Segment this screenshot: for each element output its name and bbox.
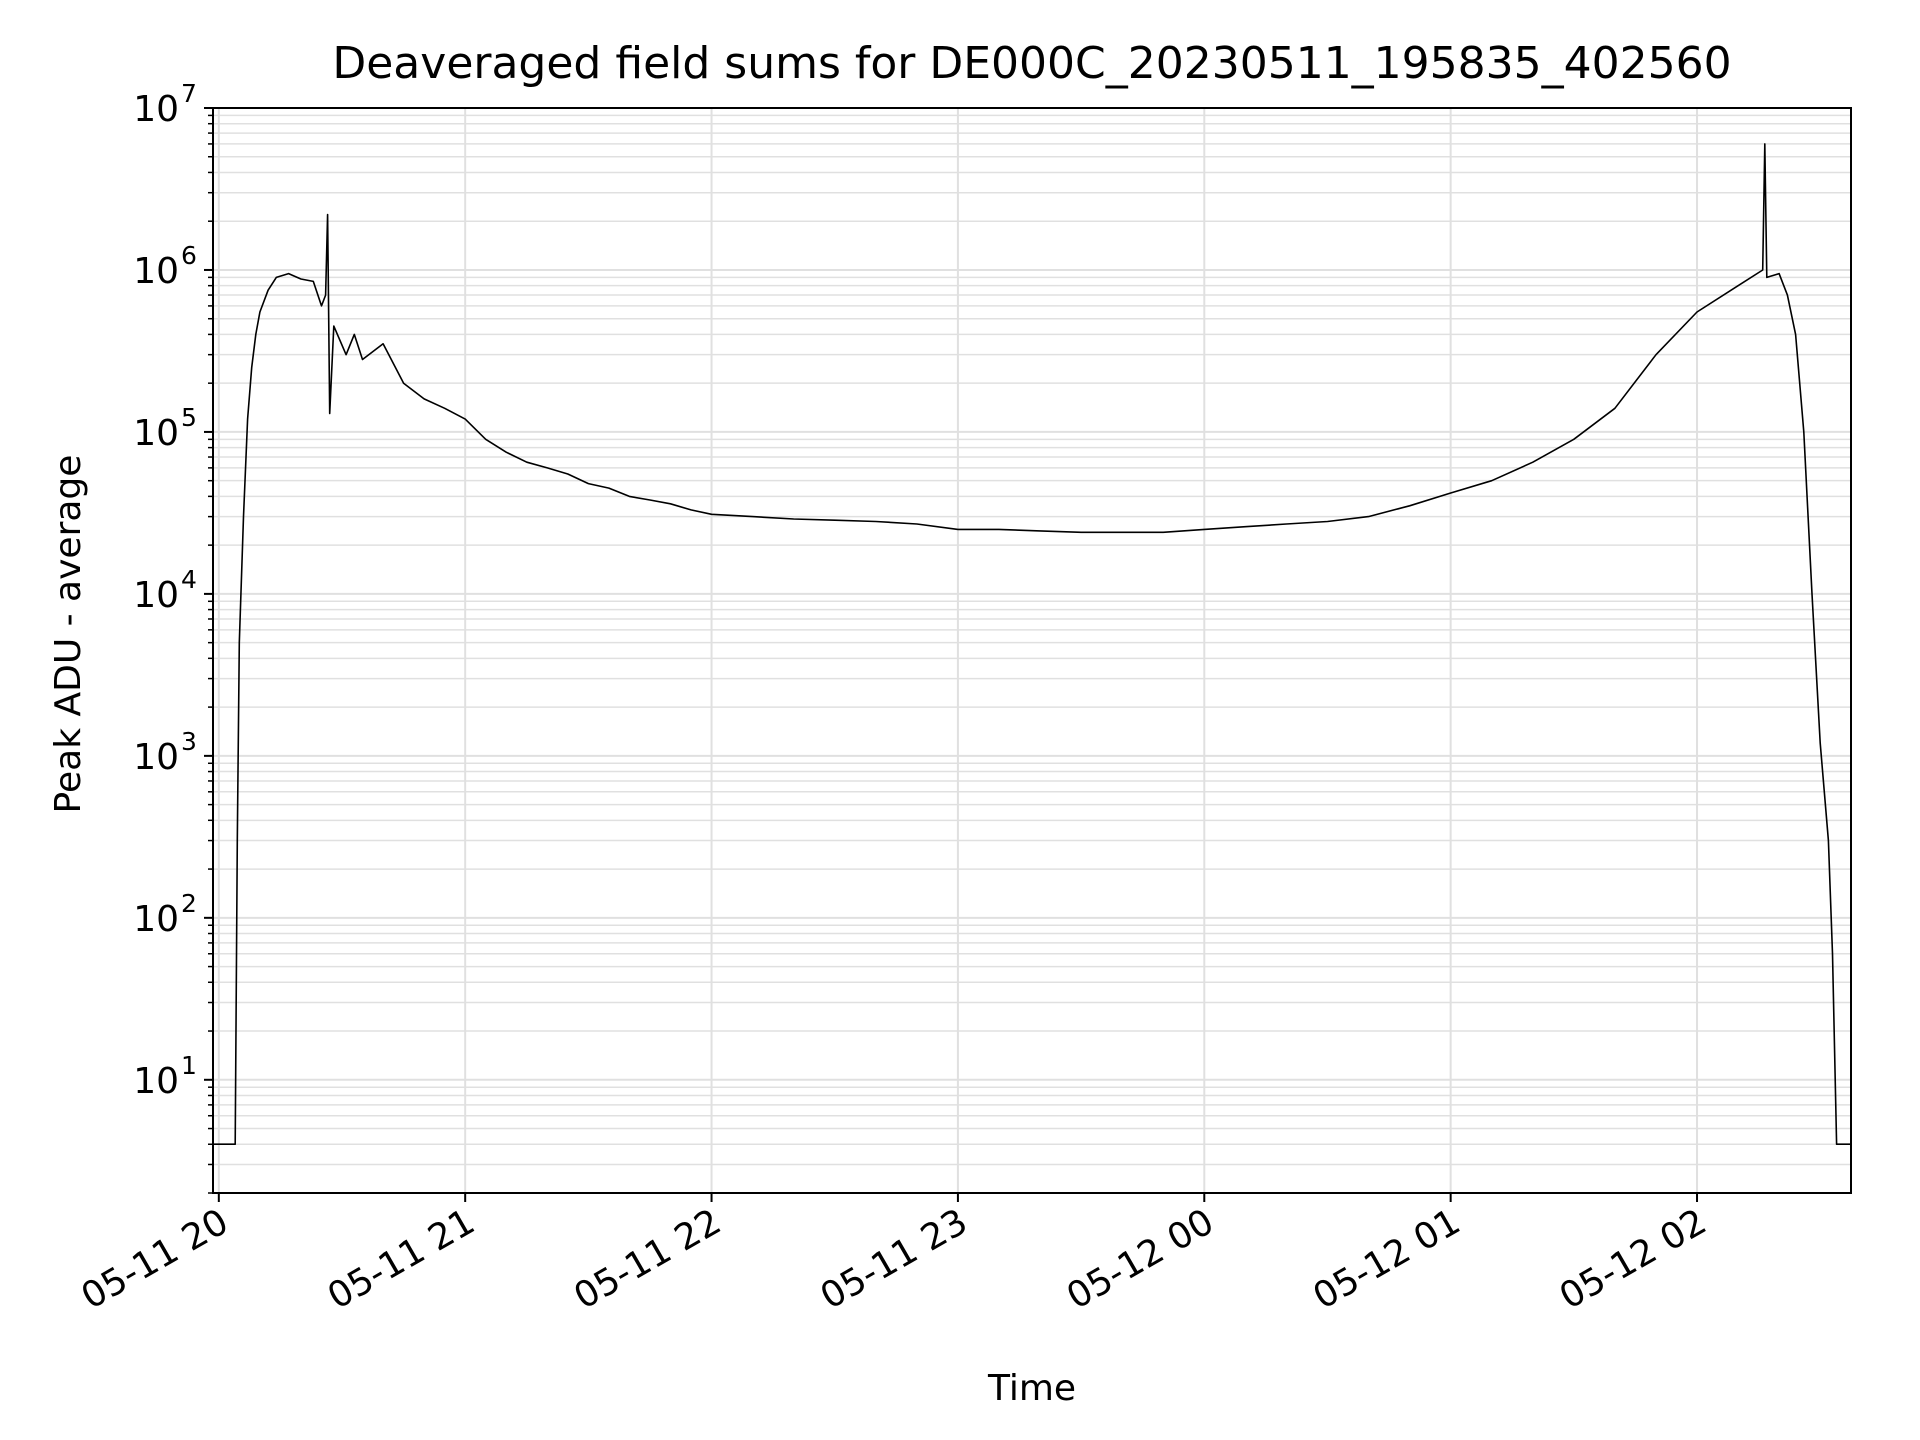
- plot-frame: [212, 107, 1852, 1194]
- y-tick-exponent: 3: [181, 727, 197, 756]
- y-tick-exponent: 6: [181, 241, 197, 270]
- y-tick-exponent: 7: [181, 79, 197, 108]
- y-tick-label: 10: [133, 575, 179, 616]
- y-tick-label: 10: [133, 413, 179, 454]
- x-axis-label: Time: [987, 1368, 1076, 1409]
- major-gridlines: [213, 107, 1851, 1193]
- y-axis-label: Peak ADU - average: [48, 455, 89, 814]
- chart-title: Deaveraged field sums for DE000C_2023051…: [332, 38, 1731, 89]
- series-line: [213, 143, 1851, 1145]
- y-tick-label: 10: [133, 251, 179, 292]
- y-tick-label: 10: [133, 899, 179, 940]
- y-tick-exponent: 4: [181, 565, 197, 594]
- minor-gridlines: [213, 114, 1851, 1194]
- y-tick-label: 10: [133, 89, 179, 130]
- y-tick-exponent: 1: [181, 1051, 197, 1080]
- y-tick-label: 10: [133, 1061, 179, 1102]
- series-layer: [213, 143, 1851, 1145]
- y-tick-exponent: 5: [181, 403, 197, 432]
- y-tick-exponent: 2: [181, 889, 197, 918]
- y-tick-label: 10: [133, 737, 179, 778]
